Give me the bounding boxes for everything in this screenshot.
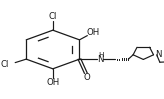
Text: H: H [98, 52, 103, 58]
Text: N: N [98, 55, 104, 64]
Text: Cl: Cl [0, 60, 9, 69]
Text: N: N [155, 50, 161, 59]
Text: OH: OH [86, 28, 100, 37]
Text: OH: OH [46, 78, 60, 87]
Text: O: O [84, 73, 91, 82]
Text: Cl: Cl [49, 12, 57, 21]
